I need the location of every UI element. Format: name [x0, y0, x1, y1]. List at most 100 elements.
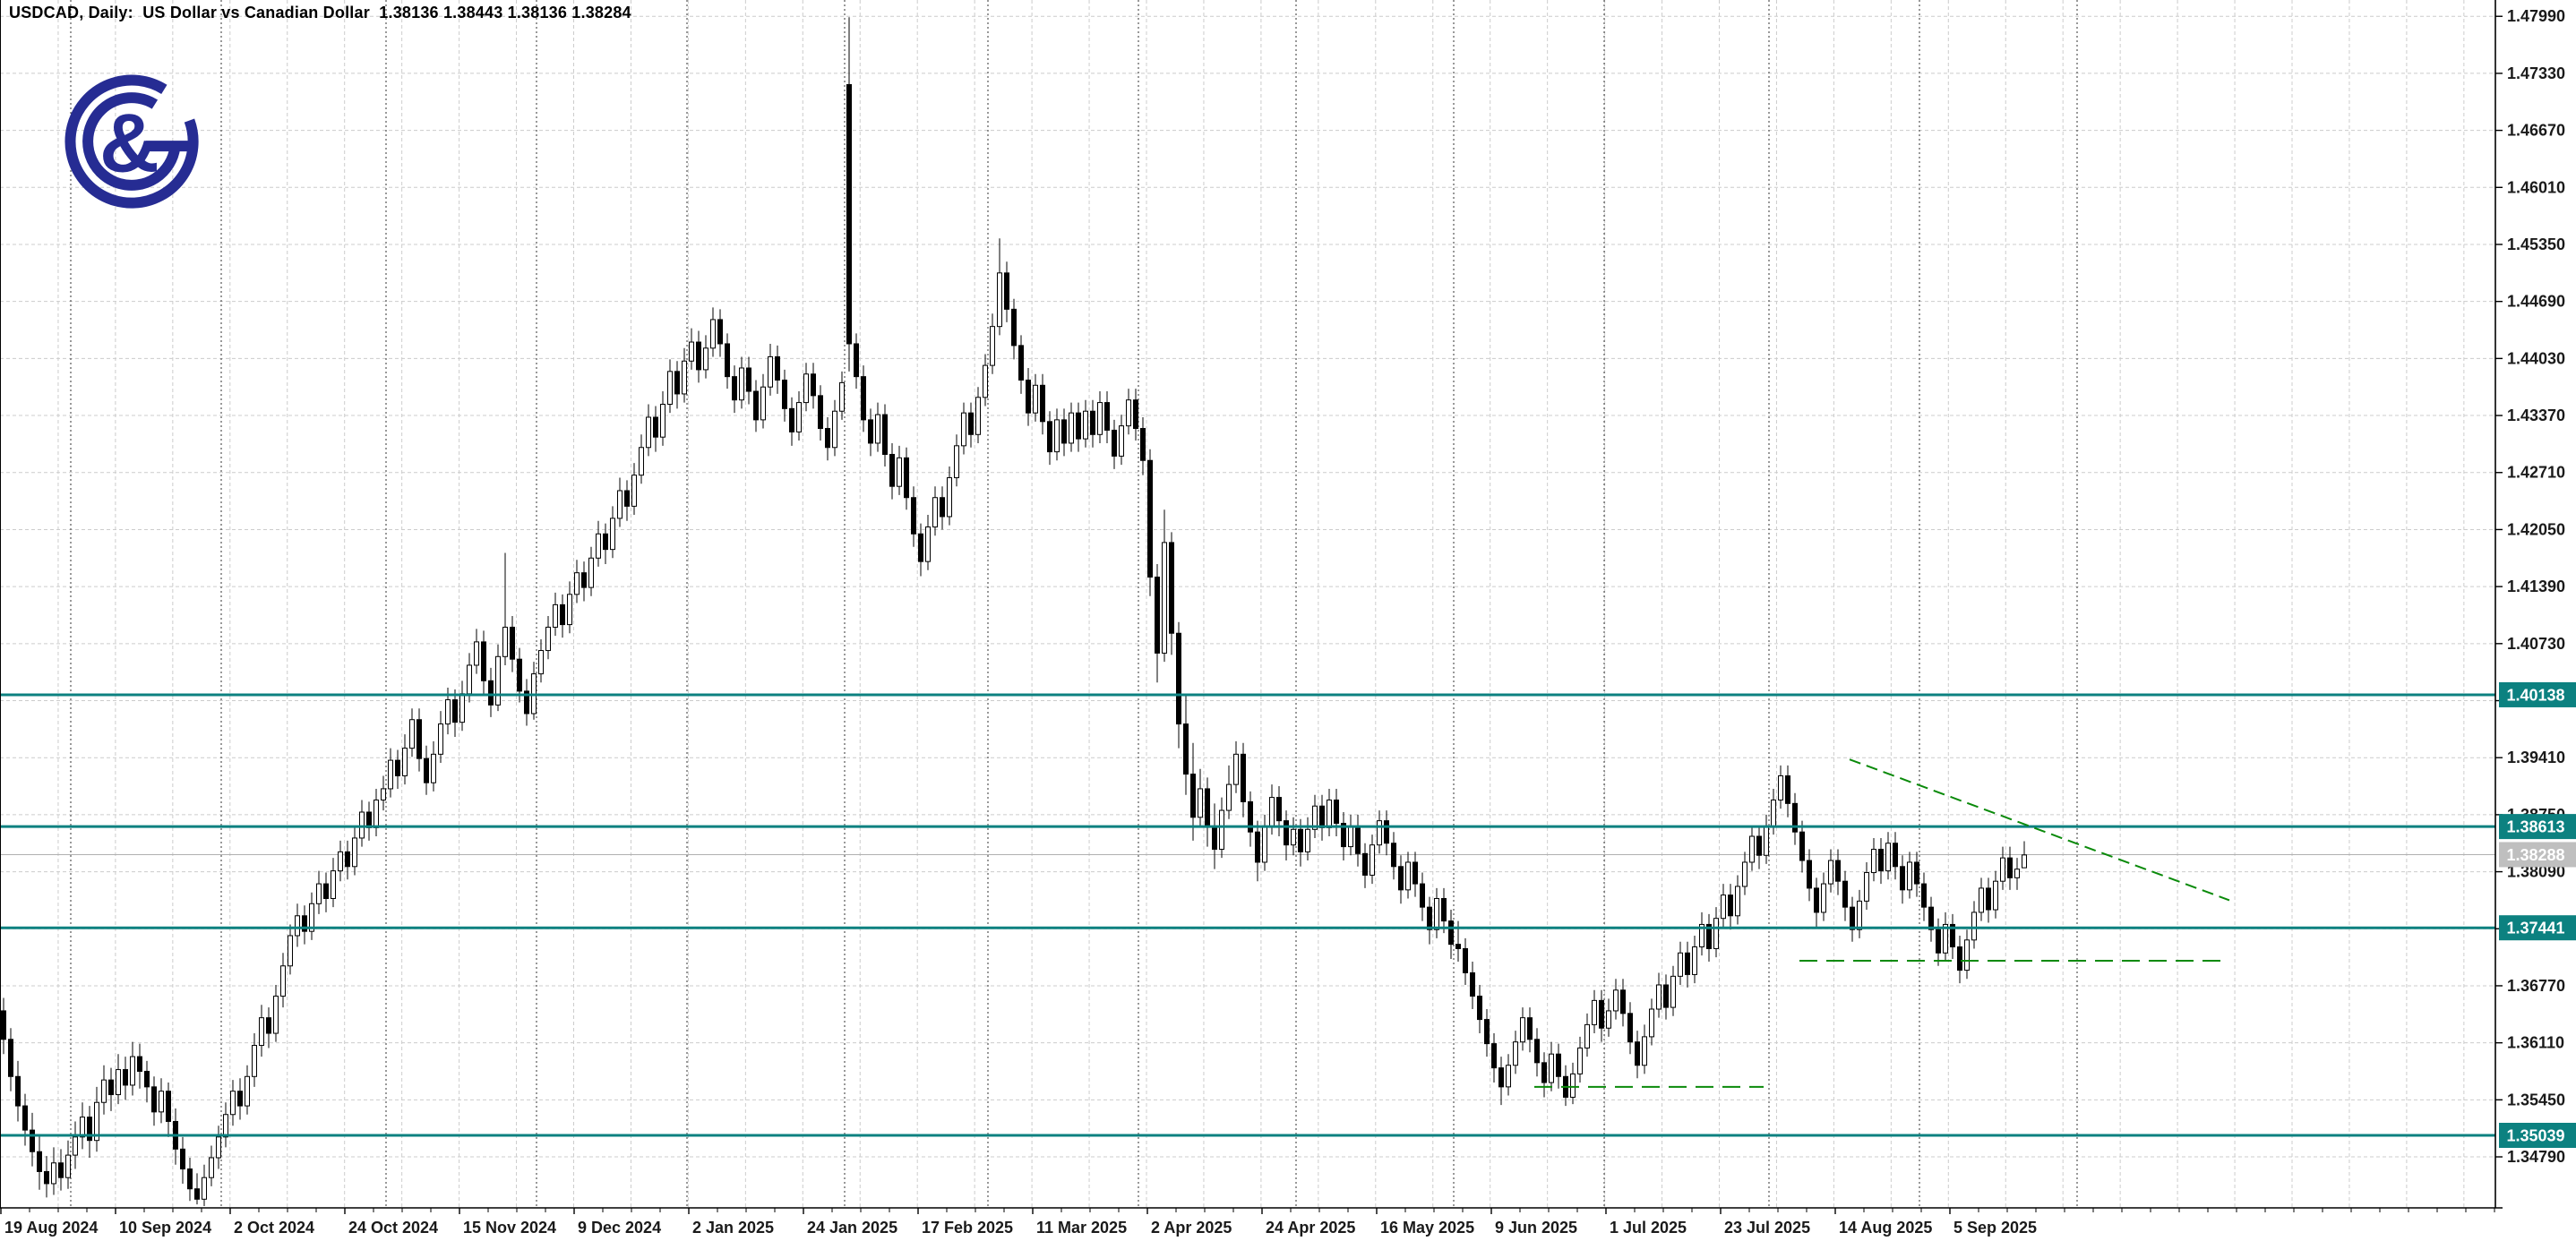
- candle-bullish: [1069, 412, 1074, 444]
- candle-bearish: [918, 533, 923, 562]
- candle-bullish: [1506, 1065, 1511, 1088]
- candle-bearish: [603, 533, 608, 551]
- candle-bullish: [689, 341, 694, 362]
- candle-bullish: [338, 851, 343, 872]
- candle-bearish: [1986, 887, 1991, 911]
- candle-bullish: [474, 641, 479, 666]
- candle-bearish: [1298, 828, 1303, 852]
- candle-bullish: [459, 693, 465, 723]
- candle-bearish: [854, 343, 859, 378]
- candle-bullish: [1692, 946, 1697, 975]
- candle-bullish: [1857, 900, 1862, 930]
- candle-bullish: [280, 965, 286, 997]
- candle-bullish: [223, 1114, 228, 1138]
- candle-bullish: [309, 903, 314, 932]
- candle-bullish: [574, 572, 580, 595]
- candle-bearish: [1914, 861, 1919, 885]
- candle-bearish: [1047, 421, 1052, 453]
- candle-bullish: [1370, 844, 1375, 876]
- descending-trendline[interactable]: [1849, 758, 2230, 902]
- candle-bullish: [331, 870, 336, 899]
- candle-bearish: [1183, 723, 1189, 775]
- candle-bearish: [1807, 860, 1812, 889]
- price-tick-label: 1.43370: [2507, 407, 2565, 424]
- candle-bearish: [1541, 1062, 1547, 1083]
- candle-bearish: [180, 1148, 185, 1170]
- candle-bearish: [746, 367, 751, 392]
- level-price-badge[interactable]: [2499, 814, 2576, 840]
- candle-bearish: [1842, 880, 1848, 908]
- candle-bearish: [1176, 632, 1181, 725]
- candle-bullish: [245, 1075, 250, 1107]
- candle-bearish: [37, 1151, 42, 1172]
- candle-bullish: [1699, 923, 1704, 948]
- candle-bullish: [94, 1101, 99, 1142]
- candle-bullish: [954, 445, 959, 479]
- level-price-badge[interactable]: [2499, 681, 2576, 707]
- candle-bullish: [997, 272, 1002, 328]
- candle-bearish: [266, 1017, 271, 1034]
- candle-bearish: [1011, 308, 1017, 347]
- price-tick-label: 1.46670: [2507, 122, 2565, 140]
- candle-bearish: [1534, 1039, 1540, 1064]
- candle-bearish: [1878, 848, 1884, 872]
- level-price-badge[interactable]: [2499, 1123, 2576, 1148]
- candle-bullish: [1871, 848, 1876, 874]
- candle-bearish: [1900, 866, 1905, 891]
- candle-bearish: [1004, 272, 1009, 310]
- candle-bullish: [2014, 869, 2020, 878]
- date-tick-label: 2 Jan 2025: [692, 1219, 774, 1237]
- candle-bullish: [502, 626, 508, 657]
- candle-bearish: [1921, 883, 1927, 908]
- candle-bullish: [1434, 897, 1439, 930]
- date-tick-label: 2 Apr 2025: [1151, 1219, 1232, 1237]
- candle-bullish: [839, 381, 845, 412]
- date-tick-label: 15 Nov 2024: [463, 1219, 556, 1237]
- candle-bullish: [553, 603, 558, 628]
- candle-bearish: [782, 379, 787, 409]
- candle-bearish: [30, 1129, 35, 1152]
- candle-bearish: [1484, 1019, 1490, 1045]
- level-price-badge[interactable]: [2499, 915, 2576, 941]
- price-tick-label: 1.36770: [2507, 977, 2565, 995]
- price-tick-label: 1.47990: [2507, 7, 2565, 25]
- candle-bullish: [1577, 1047, 1583, 1074]
- candle-bullish: [1713, 918, 1719, 949]
- candle-bullish: [990, 326, 995, 366]
- candle-bullish: [947, 477, 952, 518]
- candle-bullish: [1162, 542, 1167, 654]
- candle-bullish: [983, 364, 988, 398]
- candle-bearish: [1470, 971, 1475, 997]
- candle-bearish: [725, 343, 730, 378]
- date-tick-label: 1 Jul 2025: [1610, 1219, 1687, 1237]
- candle-bearish: [1835, 860, 1841, 882]
- candle-bullish: [1943, 923, 1948, 954]
- candle-bullish: [409, 719, 415, 749]
- date-tick-label: 17 Feb 2025: [922, 1219, 1013, 1237]
- candle-bullish: [1126, 399, 1131, 427]
- price-tick-label: 1.34790: [2507, 1148, 2565, 1166]
- candle-bearish: [2007, 857, 2013, 878]
- candle-bullish: [1377, 820, 1382, 846]
- price-tick-label: 1.40730: [2507, 635, 2565, 653]
- candle-bullish: [65, 1154, 71, 1178]
- candle-bullish: [925, 526, 931, 562]
- candle-bearish: [818, 395, 823, 430]
- candle-bullish: [1033, 384, 1038, 414]
- candle-bullish: [130, 1056, 135, 1086]
- price-tick-label: 1.47330: [2507, 64, 2565, 82]
- candle-bullish: [2022, 854, 2027, 869]
- candle-bullish: [538, 650, 544, 675]
- candle-bearish: [1950, 923, 1955, 948]
- candle-bearish: [416, 719, 422, 759]
- date-tick-label: 9 Jun 2025: [1495, 1219, 1577, 1237]
- level-price-badge-text: 1.40138: [2506, 686, 2564, 704]
- candle-bullish: [660, 404, 665, 438]
- candle-bearish: [395, 759, 400, 776]
- candle-bullish: [202, 1177, 207, 1200]
- candle-bearish: [560, 603, 565, 626]
- candle-bearish: [1527, 1017, 1533, 1040]
- candle-bearish: [1498, 1067, 1504, 1088]
- candle-bearish: [87, 1117, 92, 1142]
